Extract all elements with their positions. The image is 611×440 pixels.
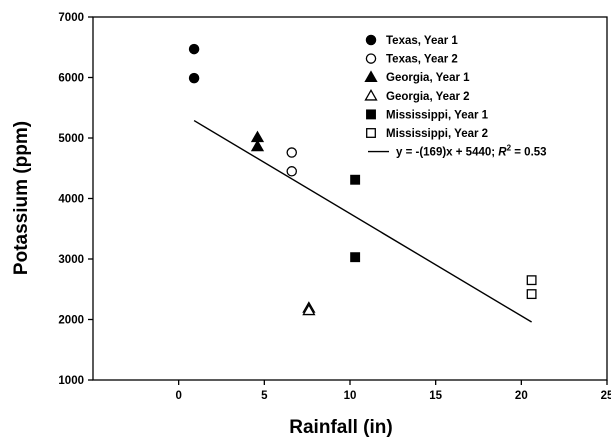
legend-label: Texas, Year 1 bbox=[386, 35, 458, 47]
x-tick-label: 15 bbox=[429, 390, 442, 402]
data-point bbox=[350, 252, 361, 263]
y-tick-label: 1000 bbox=[58, 375, 84, 387]
y-tick-label: 4000 bbox=[58, 194, 84, 206]
legend-regression-label: y = -(169)x + 5440; R2 = 0.53 bbox=[396, 144, 547, 159]
legend-marker bbox=[366, 128, 376, 138]
legend-label: Mississippi, Year 2 bbox=[386, 128, 488, 140]
data-point bbox=[526, 275, 537, 286]
y-tick-label: 6000 bbox=[58, 73, 84, 85]
legend: Texas, Year 1 Texas, Year 2 Georgia, Year … bbox=[364, 34, 547, 159]
legend-label: Georgia, Year 2 bbox=[386, 91, 470, 103]
axes-group: 0 5 10 15 20 25 1000 2000 3000 4000 5000 6000 7000 bbox=[58, 12, 611, 402]
legend-label: Texas, Year 2 bbox=[386, 54, 458, 66]
y-axis-title: Potassium (ppm) bbox=[11, 121, 32, 275]
x-tick-label: 10 bbox=[344, 390, 357, 402]
y-tick-label: 7000 bbox=[58, 12, 84, 24]
legend-marker bbox=[365, 53, 377, 64]
data-points-group bbox=[188, 43, 537, 323]
legend-label: Georgia, Year 1 bbox=[386, 72, 470, 84]
legend-label: Mississippi, Year 1 bbox=[386, 109, 489, 121]
data-point bbox=[286, 166, 297, 177]
x-tick-label: 0 bbox=[175, 390, 181, 402]
legend-marker bbox=[366, 109, 376, 120]
y-tick-label: 3000 bbox=[58, 254, 84, 266]
x-tick-label: 5 bbox=[261, 390, 268, 402]
data-point bbox=[188, 72, 200, 84]
legend-marker bbox=[364, 88, 378, 101]
data-point bbox=[302, 303, 316, 316]
legend-marker bbox=[365, 34, 377, 46]
x-tick-label: 25 bbox=[601, 390, 611, 402]
data-point bbox=[188, 43, 200, 55]
legend-marker bbox=[364, 70, 378, 82]
data-point bbox=[286, 147, 297, 158]
x-tick-label: 20 bbox=[515, 390, 528, 402]
data-point bbox=[526, 289, 537, 300]
plot-frame bbox=[92, 16, 608, 381]
x-axis-title: Rainfall (in) bbox=[289, 417, 392, 438]
data-point bbox=[350, 174, 361, 185]
data-point bbox=[250, 139, 265, 152]
regression-line bbox=[193, 119, 532, 323]
y-tick-label: 5000 bbox=[58, 133, 84, 145]
y-tick-label: 2000 bbox=[58, 315, 84, 327]
